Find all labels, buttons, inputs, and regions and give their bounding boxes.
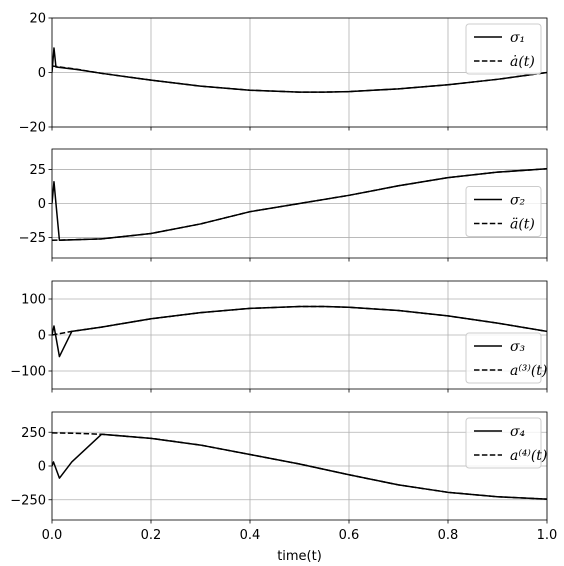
legend-label: σ₂ [510, 193, 526, 209]
subplot-2: −25 0 25 σ₂ ä(t) [19, 148, 548, 262]
legend: σ₂ ä(t) [465, 186, 542, 237]
legend: σ₄ a⁽⁴⁾(t) [465, 417, 547, 469]
y-tick-label: 0 [38, 460, 46, 475]
legend-label: σ₃ [510, 339, 526, 355]
legend-label: ȧ(t) [510, 54, 535, 70]
x-tick-label: 0.2 [141, 528, 162, 543]
x-axis-label: time(t) [277, 549, 322, 564]
subplot-1: −20 0 20 σ₁ ȧ(t) [19, 12, 548, 136]
y-tick-label: 0 [38, 197, 46, 212]
legend: σ₁ ȧ(t) [465, 23, 542, 75]
y-tick-label: 0 [38, 66, 46, 81]
legend-label: ä(t) [510, 217, 535, 233]
x-tick-label: 0.0 [42, 528, 63, 543]
series-line-derivative [52, 305, 547, 336]
series-line-derivative [52, 168, 547, 242]
y-tick-label: −250 [10, 493, 46, 508]
y-tick-label: 100 [21, 293, 46, 308]
x-tick-label: 0.4 [240, 528, 261, 543]
series-line-derivative [52, 65, 547, 93]
x-tick-label: 1.0 [537, 528, 558, 543]
y-tick-label: −25 [19, 231, 46, 246]
y-tick-label: −20 [19, 121, 46, 136]
y-tick-label: 20 [29, 12, 46, 27]
subplot-3: −100 0 100 σ₃ a⁽³⁾(t) [10, 280, 548, 393]
x-tick-label: 0.8 [438, 528, 459, 543]
legend-label: σ₁ [510, 30, 525, 46]
subplot-4: −250 0 250 0.0 0.2 0.4 0.6 0.8 1.0 time(t) σ₄ a⁽⁴⁾(… [10, 411, 558, 564]
y-tick-label: 250 [21, 426, 46, 441]
y-tick-label: 0 [38, 329, 46, 344]
legend-label: σ₄ [510, 424, 526, 440]
y-tick-label: 25 [29, 163, 46, 178]
y-tick-label: −100 [10, 365, 46, 380]
series-line-derivative [52, 432, 547, 500]
legend: σ₃ a⁽³⁾(t) [465, 332, 547, 384]
legend-label: a⁽³⁾(t) [510, 363, 547, 379]
x-tick-label: 0.6 [339, 528, 360, 543]
legend-label: a⁽⁴⁾(t) [510, 448, 547, 464]
